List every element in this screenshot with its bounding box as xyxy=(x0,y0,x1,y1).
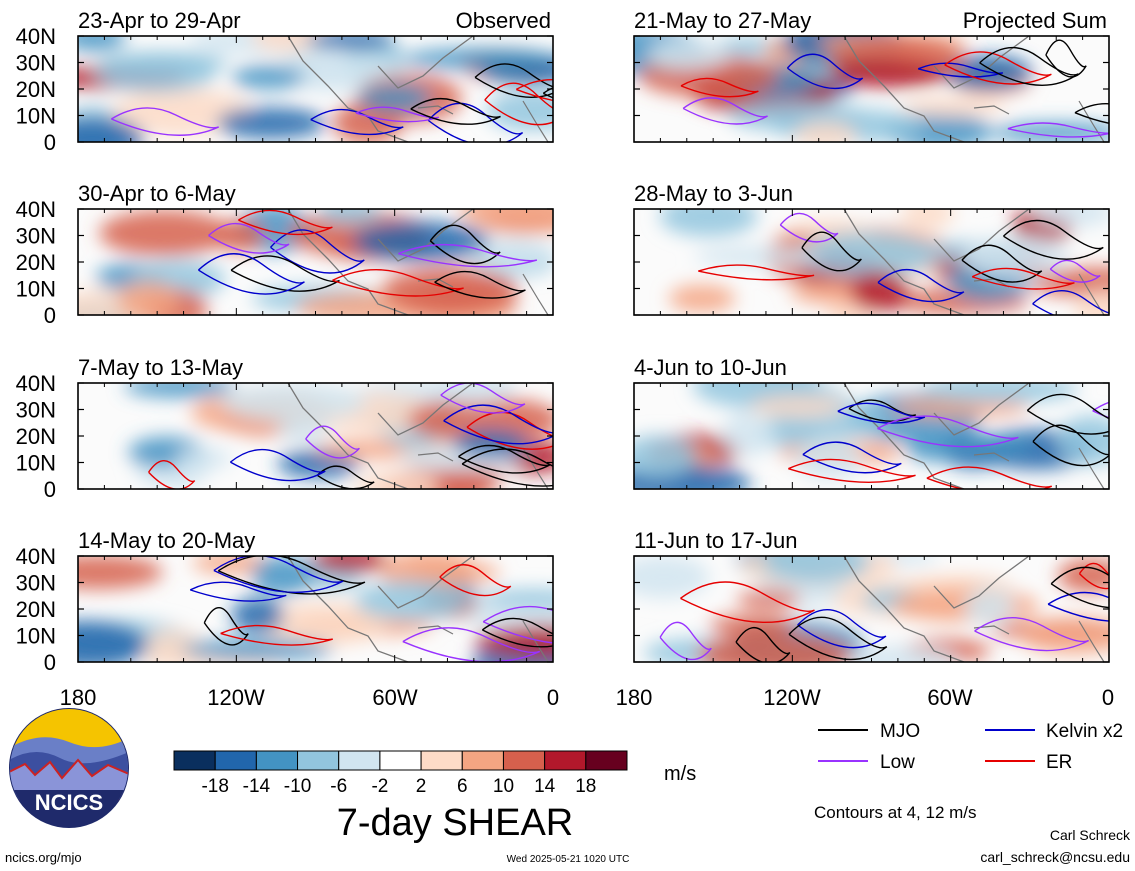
shear-field xyxy=(78,383,553,489)
lon-label: 180 xyxy=(616,685,653,710)
colorbar-swatch xyxy=(502,750,546,771)
shear-field xyxy=(634,36,1109,142)
panel-title: 11-Jun to 17-Jun xyxy=(634,528,797,553)
colorbar-tick-label: 18 xyxy=(575,776,596,797)
colorbar-tick-label: 14 xyxy=(534,776,556,797)
footer-url: ncics.org/mjo xyxy=(5,850,82,865)
lat-label: 0 xyxy=(44,303,56,328)
colorbar-tick-label: 2 xyxy=(416,776,427,797)
colorbar-tick-label: -10 xyxy=(284,776,311,797)
colorbar-tick-label: -6 xyxy=(330,776,347,797)
chart-title: 7-day SHEAR xyxy=(337,802,574,844)
lon-label: 120W xyxy=(207,685,265,710)
lat-label: 20N xyxy=(16,77,56,102)
lon-label: 60W xyxy=(927,685,972,710)
lat-label: 30N xyxy=(16,51,56,76)
ncics-logo: NCICS xyxy=(9,708,129,828)
lon-axis-left: 180 120W 60W 0 xyxy=(60,685,559,710)
map-panel: 21-May to 27-May Projected Sum xyxy=(633,8,1110,143)
contour-note: Contours at 4, 12 m/s xyxy=(814,803,977,822)
panel-title: 23-Apr to 29-Apr xyxy=(78,8,241,33)
footer-timestamp: Wed 2025-05-21 1020 UTC xyxy=(507,854,630,865)
legend-label-kelvin: Kelvin x2 xyxy=(1046,721,1123,742)
panel-title: 28-May to 3-Jun xyxy=(634,181,793,206)
map-panel: 28-May to 3-Jun xyxy=(633,181,1110,316)
colorbar-unit: m/s xyxy=(664,763,696,785)
lat-label: 40N xyxy=(16,371,56,396)
colorbar-swatch xyxy=(297,750,340,771)
panel-title: 14-May to 20-May xyxy=(78,528,255,553)
panel-title: 7-May to 13-May xyxy=(78,355,243,380)
map-panel: 11-Jun to 17-Jun xyxy=(633,528,1110,663)
lon-label: 120W xyxy=(763,685,821,710)
lon-label: 60W xyxy=(372,685,417,710)
lat-label: 40N xyxy=(16,197,56,222)
lat-label: 30N xyxy=(16,571,56,596)
lat-label: 20N xyxy=(16,424,56,449)
map-panels: 23-Apr to 29-Apr Observed40N30N20N10N030-… xyxy=(16,8,1110,675)
panel-corner-label: Observed xyxy=(456,8,551,33)
lon-label: 180 xyxy=(60,685,97,710)
legend-label-er: ER xyxy=(1046,752,1072,773)
colorbar-swatch xyxy=(379,750,422,771)
shear-field xyxy=(634,209,1109,315)
panel-title: 30-Apr to 6-May xyxy=(78,181,236,206)
lat-label: 0 xyxy=(44,650,56,675)
colorbar-tick-label: 10 xyxy=(493,776,514,797)
contour-legend: MJO Kelvin x2 Low ER Contours at 4, 12 m… xyxy=(814,721,1123,822)
lat-label: 0 xyxy=(44,477,56,502)
shear-field xyxy=(78,209,553,315)
colorbar-swatch xyxy=(420,750,463,771)
colorbar-swatch xyxy=(214,750,257,771)
footer-author: Carl Schreck xyxy=(1050,827,1131,843)
shear-field xyxy=(634,556,1109,662)
lat-label: 40N xyxy=(16,24,56,49)
lat-label: 10N xyxy=(16,277,56,302)
colorbar-tick-label: 6 xyxy=(457,776,468,797)
lat-label: 40N xyxy=(16,544,56,569)
lat-label: 30N xyxy=(16,224,56,249)
lat-label: 0 xyxy=(44,130,56,155)
colorbar-swatch xyxy=(544,750,587,771)
lat-label: 20N xyxy=(16,597,56,622)
colorbar-swatch xyxy=(173,750,216,771)
panel-corner-label: Projected Sum xyxy=(963,8,1107,33)
lon-label: 0 xyxy=(1102,685,1114,710)
lon-axis-right: 180 120W 60W 0 xyxy=(616,685,1114,710)
colorbar-swatch xyxy=(461,750,504,771)
colorbar-tick-label: -14 xyxy=(243,776,271,797)
panel-title: 21-May to 27-May xyxy=(634,8,811,33)
footer-email: carl_schreck@ncsu.edu xyxy=(980,849,1130,865)
logo-text: NCICS xyxy=(35,790,103,815)
lat-label: 10N xyxy=(16,624,56,649)
map-panel: 4-Jun to 10-Jun xyxy=(633,355,1110,490)
legend-label-low: Low xyxy=(880,752,915,773)
lat-label: 10N xyxy=(16,451,56,476)
colorbar-tick-label: -2 xyxy=(371,776,388,797)
colorbar-swatch xyxy=(255,750,299,771)
lat-label: 20N xyxy=(16,250,56,275)
lat-label: 30N xyxy=(16,398,56,423)
shear-field xyxy=(78,556,553,662)
colorbar-tick-label: -18 xyxy=(201,776,228,797)
panel-title: 4-Jun to 10-Jun xyxy=(634,355,787,380)
shear-field xyxy=(78,36,553,142)
colorbar-swatch xyxy=(585,750,628,771)
colorbar: -18 -14 -10 -6 -2 2 6 10 14 18 xyxy=(173,750,628,797)
lat-label: 10N xyxy=(16,104,56,129)
colorbar-swatch xyxy=(338,750,381,771)
shear-field xyxy=(634,383,1109,489)
legend-label-mjo: MJO xyxy=(880,721,920,742)
lon-label: 0 xyxy=(547,685,559,710)
